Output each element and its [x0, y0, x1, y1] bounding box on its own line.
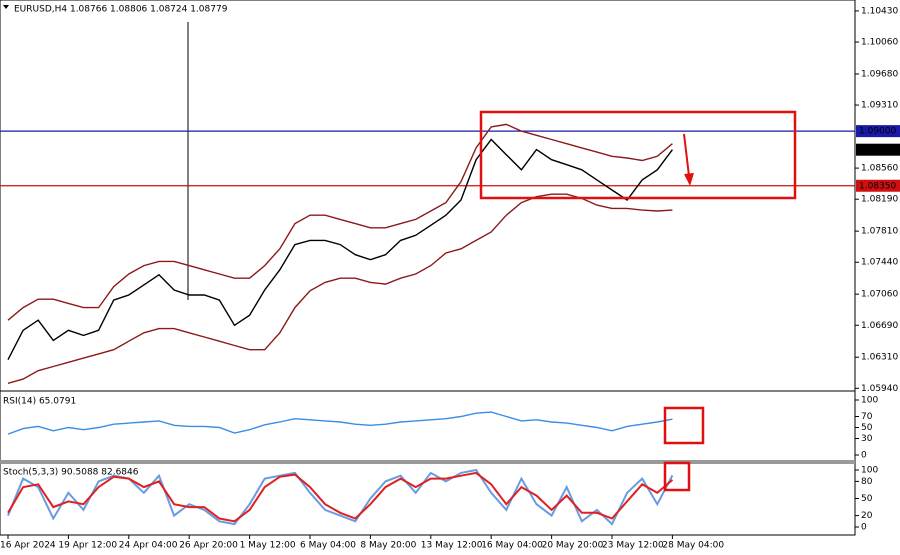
- price-label-box: [856, 143, 900, 156]
- level-label-box: [856, 179, 900, 192]
- y-tick-label: 0: [861, 451, 867, 461]
- series-line: [7, 123, 673, 321]
- indicator-title: Stoch(5,3,3) 90.5088 82.6846: [3, 468, 139, 478]
- x-tick-label: 16 Apr 2024: [0, 541, 56, 551]
- y-tick-label: 1.08560: [861, 164, 898, 174]
- y-tick-label: 70: [861, 412, 873, 422]
- series-line: [7, 138, 673, 361]
- series-line: [7, 471, 674, 523]
- y-tick-label: 50: [861, 423, 873, 433]
- x-tick-label: 1 May 12:00: [240, 541, 296, 551]
- x-tick-label: 8 May 20:00: [360, 541, 416, 551]
- y-tick-label: 20: [861, 511, 873, 521]
- x-tick-label: 28 May 04:00: [662, 541, 724, 551]
- level-label: 1.09000: [859, 127, 896, 137]
- x-tick-label: 26 Apr 20:00: [179, 541, 238, 551]
- annotation-arrow: [683, 133, 690, 177]
- y-tick-label: 1.06690: [861, 321, 898, 331]
- x-tick-label: 23 May 12:00: [602, 541, 664, 551]
- x-tick-label: 16 May 04:00: [481, 541, 543, 551]
- y-tick-label: 0: [861, 523, 867, 533]
- x-tick-label: 6 May 04:00: [300, 541, 356, 551]
- price-label: 1.08779: [859, 145, 896, 155]
- x-tick-label: 24 Apr 04:00: [119, 541, 178, 551]
- marks: 1.10430 1.10060 1.09680 1.09310 1.08560 1.081…: [0, 6, 900, 551]
- x-tick-label: 20 May 20:00: [542, 541, 604, 551]
- y-tick-label: 1.10430: [861, 6, 898, 16]
- y-tick-label: 50: [861, 494, 873, 504]
- chart-title: EURUSD,H4 1.08766 1.08806 1.08724 1.0877…: [14, 5, 228, 15]
- y-tick-label: 80: [861, 477, 873, 487]
- y-tick-label: 1.07440: [861, 258, 898, 268]
- menu-arrow: [3, 5, 9, 9]
- x-tick-label: 13 May 12:00: [421, 541, 483, 551]
- panel-divider: [0, 460, 855, 464]
- y-tick-label: 1.08190: [861, 195, 898, 205]
- x-tick-label: 19 Apr 12:00: [58, 541, 117, 551]
- y-tick-label: 1.10060: [861, 38, 898, 48]
- annotation-box: [663, 461, 691, 492]
- annotation-arrowhead: [684, 173, 694, 186]
- y-tick-label: 1.05940: [861, 384, 898, 394]
- y-tick-label: 100: [861, 466, 878, 476]
- y-tick-label: 1.09310: [861, 101, 898, 111]
- level-label-box: [856, 125, 900, 138]
- y-tick-label: 1.06310: [861, 353, 898, 363]
- y-tick-label: 1.07060: [861, 290, 898, 300]
- series-line: [7, 411, 673, 435]
- y-tick-label: 30: [861, 434, 873, 444]
- y-tick-label: 1.07810: [861, 227, 898, 237]
- annotation-box: [663, 406, 705, 445]
- y-tick-label: 100: [861, 396, 878, 406]
- series-line: [7, 193, 673, 384]
- level-label: 1.08350: [859, 181, 896, 191]
- annotation-box: [479, 110, 797, 200]
- indicator-title: RSI(14) 65.0791: [3, 397, 76, 407]
- y-tick-label: 1.09680: [861, 69, 898, 79]
